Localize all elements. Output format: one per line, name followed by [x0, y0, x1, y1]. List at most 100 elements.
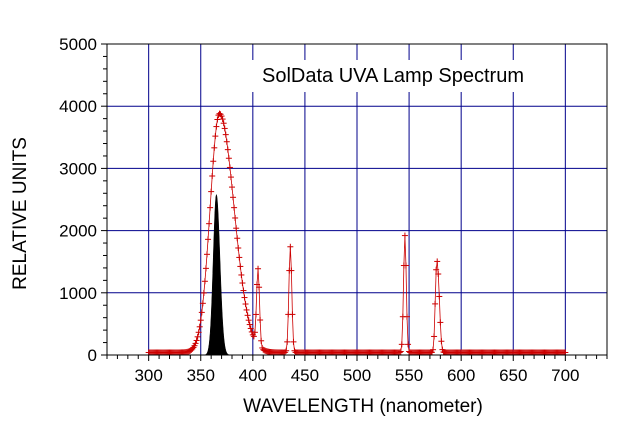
x-tick-label-550: 550 — [395, 366, 423, 385]
lamp-point — [226, 164, 233, 171]
lamp-point — [404, 313, 410, 320]
x-tick-label-300: 300 — [134, 366, 162, 385]
lamp-point — [209, 173, 216, 180]
lamp-point — [245, 317, 252, 324]
lamp-point — [227, 174, 234, 181]
lamp-point — [239, 280, 246, 287]
lamp-point — [243, 306, 250, 313]
lamp-point — [197, 317, 204, 324]
lamp-point — [195, 329, 202, 336]
lamp-point — [431, 333, 438, 340]
lamp-point — [201, 278, 208, 285]
lamp-point — [230, 194, 237, 201]
lamp-point — [287, 243, 294, 250]
lamp-point — [240, 287, 247, 294]
lamp-point — [231, 204, 238, 211]
lamp-point — [213, 123, 220, 130]
lamp-point — [202, 265, 209, 272]
lamp-point — [238, 271, 245, 278]
x-tick-label-400: 400 — [239, 366, 267, 385]
lamp-point — [236, 254, 243, 261]
lamp-point — [199, 300, 206, 307]
x-tick-labels: 300 350 400 450 500 550 600 650 700 — [134, 366, 579, 385]
x-tick-label-450: 450 — [291, 366, 319, 385]
lamp-point — [225, 155, 232, 162]
lamp-point — [204, 251, 210, 258]
lamp-point — [242, 301, 249, 308]
lamp-point — [250, 333, 257, 340]
lamp-point — [429, 349, 435, 356]
lamp-point — [198, 309, 205, 316]
x-tick-label-650: 650 — [499, 366, 527, 385]
lamp-point — [233, 225, 240, 232]
y-tick-label-2000: 2000 — [59, 222, 97, 241]
lamp-point — [196, 323, 203, 330]
x-tick-label-500: 500 — [343, 366, 371, 385]
lamp-point — [234, 235, 241, 242]
lamp-point — [397, 348, 404, 355]
lamp-point — [401, 232, 408, 239]
lamp-point — [206, 220, 213, 227]
lamp-point — [436, 293, 443, 300]
x-tick-label-700: 700 — [551, 366, 579, 385]
lamp-point — [398, 341, 405, 348]
lamp-point — [208, 188, 215, 195]
lamp-point — [205, 236, 212, 243]
lamp-point — [288, 267, 295, 274]
x-tick-label-600: 600 — [447, 366, 475, 385]
chart-title: SolData UVA Lamp Spectrum — [262, 65, 524, 87]
plot-frame — [106, 43, 608, 356]
x-tick-label-350: 350 — [187, 366, 215, 385]
lamp-point — [241, 294, 248, 301]
y-tick-labels: 0 1000 2000 3000 4000 5000 — [59, 35, 97, 365]
lamp-point — [432, 300, 439, 307]
title-box — [226, 60, 562, 92]
lamp-point — [256, 284, 263, 291]
lamp-point — [437, 319, 444, 326]
lamp-point — [434, 258, 441, 265]
lamp-point — [221, 125, 228, 132]
lamp-point — [237, 263, 244, 270]
y-tick-label-1000: 1000 — [59, 284, 97, 303]
lamp-point — [255, 265, 262, 272]
lamp-point — [251, 329, 258, 336]
lamp-point — [435, 271, 442, 278]
lamp-point — [430, 346, 437, 353]
lamp-point — [289, 311, 296, 318]
lamp-point — [220, 120, 227, 127]
y-tick-label-4000: 4000 — [59, 97, 97, 116]
lamp-point — [246, 321, 253, 328]
lamp-point — [212, 133, 219, 140]
lamp-point — [222, 131, 229, 138]
lamp-point — [223, 138, 230, 145]
lamp-point — [214, 116, 221, 123]
x-axis-label: WAVELENGTH (nanometer) — [243, 396, 483, 417]
lamp-point — [210, 158, 217, 165]
lamp-point — [244, 312, 251, 319]
lamp-point — [396, 349, 403, 356]
lamp-point — [232, 214, 239, 221]
lamp-point — [257, 317, 264, 324]
lamp-point — [258, 337, 265, 344]
lamp-point — [402, 262, 409, 269]
y-tick-label-5000: 5000 — [59, 35, 97, 54]
lamp-point — [284, 338, 291, 345]
lamp-point — [283, 347, 290, 354]
y-tick-label-0: 0 — [88, 346, 97, 365]
lamp-point — [193, 337, 200, 344]
lamp-point — [189, 345, 196, 352]
lamp-point — [207, 204, 214, 211]
lamp-point — [433, 266, 440, 273]
lamp-point — [290, 338, 297, 345]
lamp-point — [218, 113, 225, 120]
lamp-point — [252, 311, 259, 318]
lamp-point — [192, 340, 199, 347]
lamp-point — [211, 144, 218, 151]
lamp-point — [194, 333, 201, 340]
lamp-point — [229, 184, 235, 191]
lamp-point — [247, 325, 254, 332]
lamp-point — [200, 289, 207, 296]
y-tick-label-3000: 3000 — [59, 159, 97, 178]
y-axis-label: RELATIVE UNITS — [10, 137, 31, 290]
